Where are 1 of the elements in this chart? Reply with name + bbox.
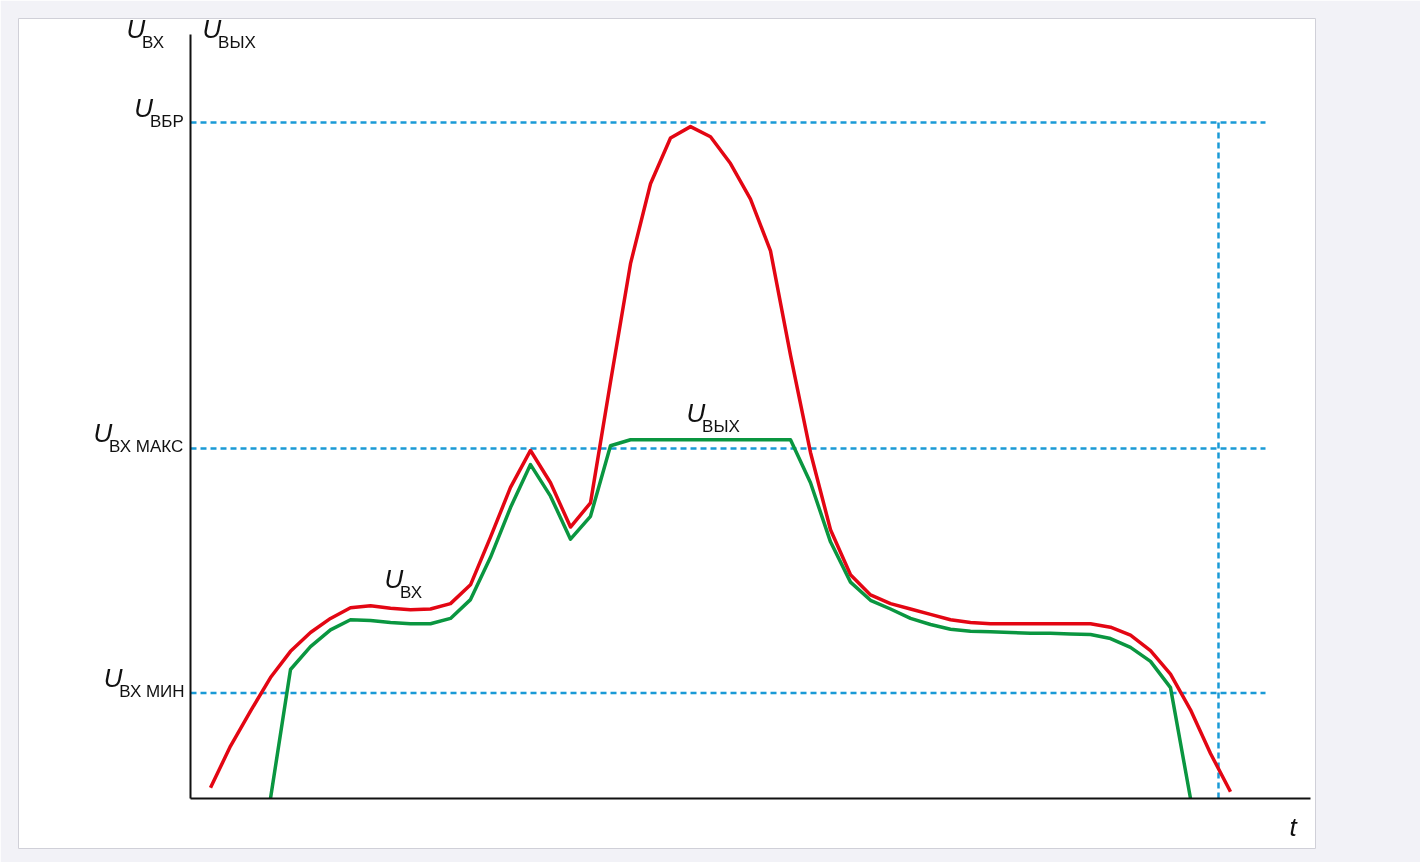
x-axis-title: t bbox=[1289, 812, 1299, 843]
